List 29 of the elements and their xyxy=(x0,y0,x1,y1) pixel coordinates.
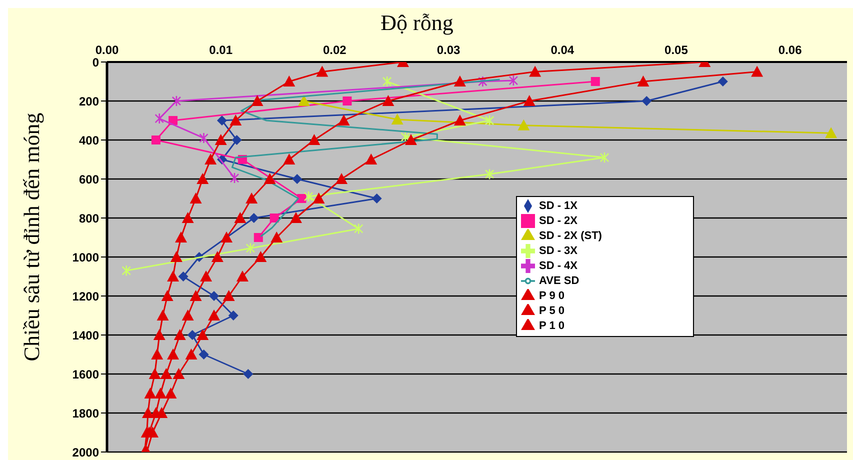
legend-label: SD - 2X xyxy=(539,215,578,227)
y-tick-label: 1400 xyxy=(72,328,100,342)
legend-label: P 5 0 xyxy=(539,305,564,317)
x-tick-label: 0.04 xyxy=(550,43,574,57)
legend-label: P 1 0 xyxy=(539,320,564,332)
y-tick-label: 1000 xyxy=(72,250,100,264)
legend-label: AVE SD xyxy=(539,275,580,287)
y-tick-label: 1600 xyxy=(72,367,100,382)
y-tick-label: 0 xyxy=(92,55,100,70)
legend-label: P 9 0 xyxy=(539,290,564,302)
legend-label: SD - 1X xyxy=(539,200,578,212)
y-tick-label: 1800 xyxy=(72,406,100,420)
x-tick-label: 0.02 xyxy=(323,43,347,57)
x-tick-label: 0.05 xyxy=(664,43,688,57)
x-tick-label: 0.01 xyxy=(209,43,233,57)
x-tick-label: 0.06 xyxy=(778,43,802,57)
y-tick-label: 1200 xyxy=(72,289,100,304)
y-tick-label: 800 xyxy=(78,211,100,226)
y-tick-label: 400 xyxy=(78,133,100,148)
x-tick-label: 0.03 xyxy=(436,43,461,57)
y-axis-title: Chiều sâu từ đỉnh đến móng xyxy=(19,112,44,362)
x-axis-title: Độ rỗng xyxy=(380,10,454,35)
x-tick-label: 0.00 xyxy=(95,43,119,57)
legend-label: SD - 2X (ST) xyxy=(539,230,602,242)
y-tick-label: 2000 xyxy=(72,445,100,460)
legend-label: SD - 3X xyxy=(539,245,578,257)
y-tick-label: 200 xyxy=(78,94,100,108)
y-tick-label: 600 xyxy=(78,172,100,186)
legend-label: SD - 4X xyxy=(539,260,578,272)
